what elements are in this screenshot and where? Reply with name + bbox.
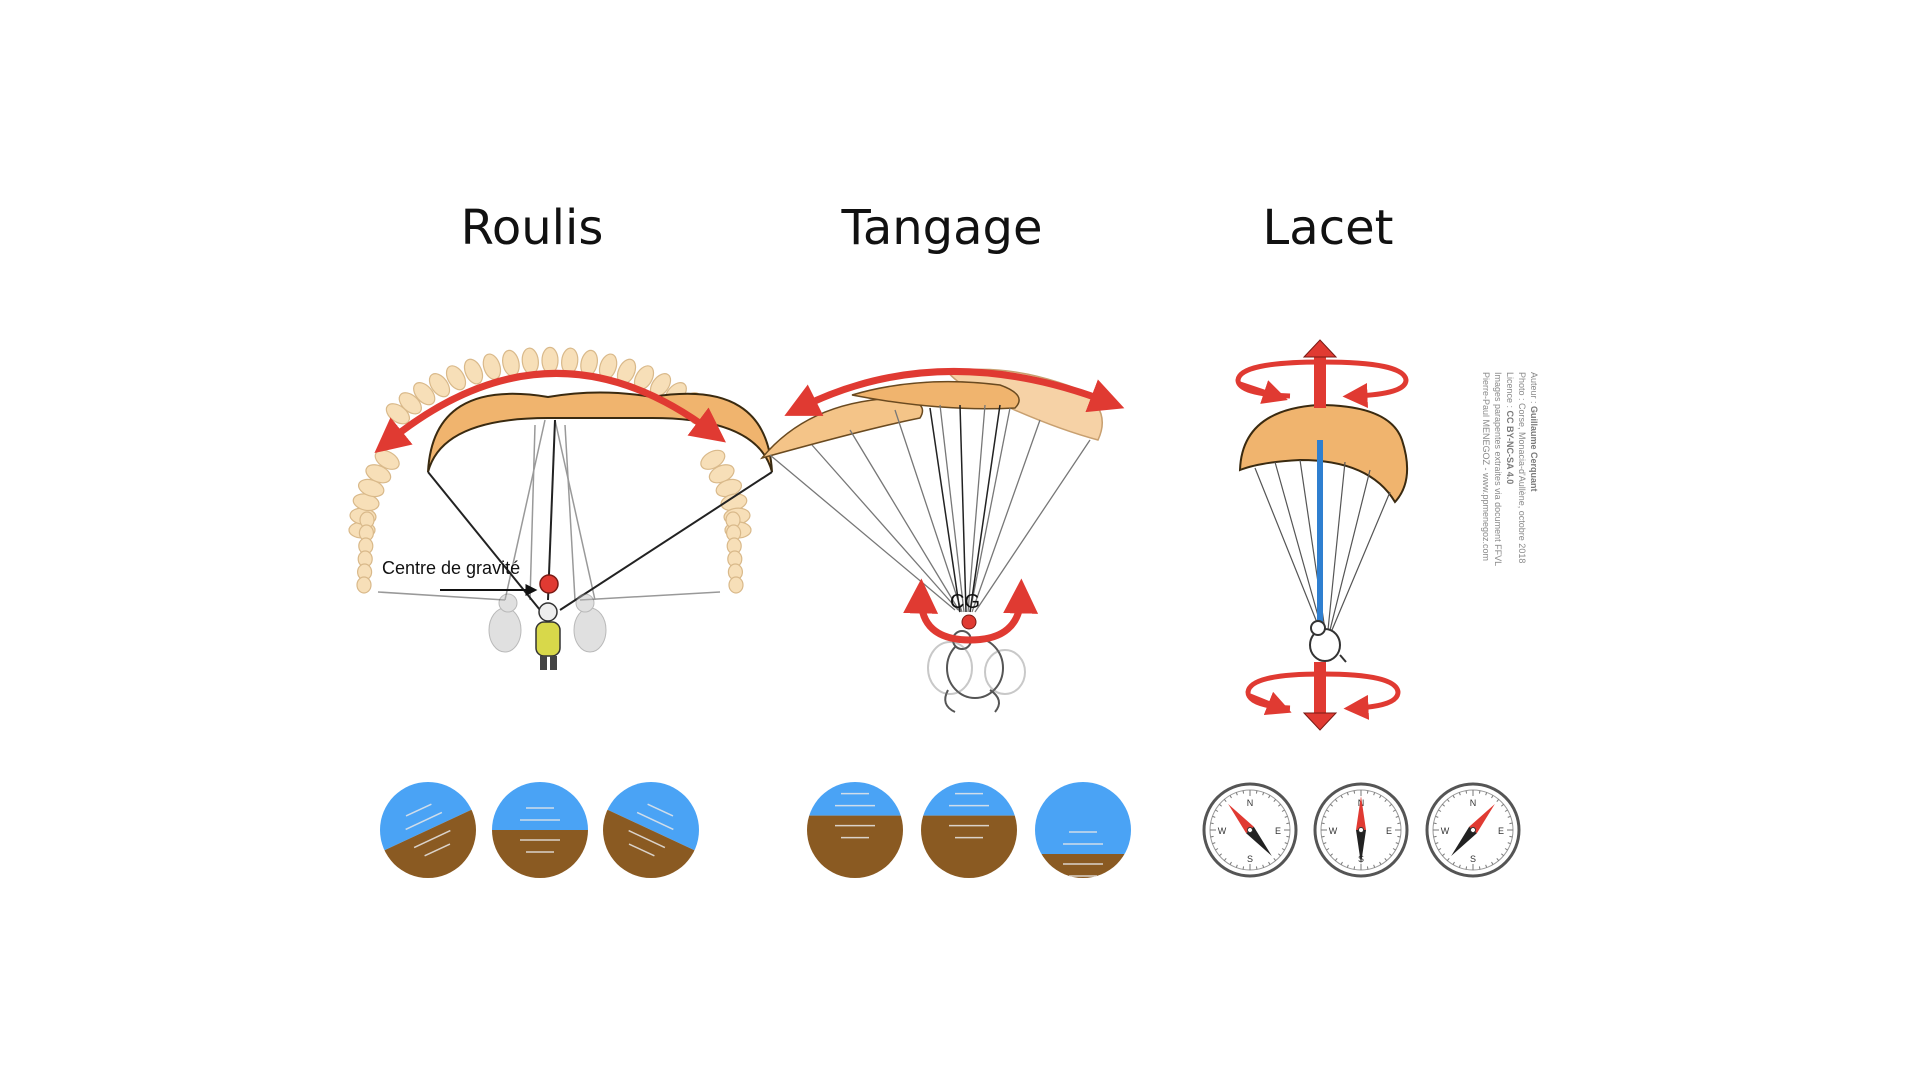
roll-lines: [377, 419, 721, 601]
yaw-axis-bottom: [1314, 662, 1326, 720]
pitch-ghost-pilot: [927, 641, 1026, 695]
credits-photo: Photo : Corse, Monacia-d'Aullène, octobr…: [1517, 372, 1527, 564]
credits-source: Pierre-Paul MENEGOZ - www.ppmenegoz.com: [1481, 372, 1491, 562]
roll-arrow: [374, 370, 726, 454]
roll-canopy-cell: [463, 358, 484, 385]
roll-illustration: Centre de gravité: [348, 346, 773, 670]
roll-canopy-cell: [365, 464, 392, 484]
roll-canopy-cell: [541, 346, 559, 374]
compass-letter-e: E: [1386, 826, 1392, 836]
compass-letter-w: W: [1218, 826, 1227, 836]
title-roll: Roulis: [460, 200, 604, 256]
ground: [603, 789, 699, 878]
pitch-lines-dark: [929, 404, 1001, 613]
yaw-axis-top: [1314, 350, 1326, 408]
roll-canopy-cell: [728, 576, 744, 594]
roll-canopy-cell: [428, 373, 451, 398]
yaw-wing: [1238, 403, 1409, 504]
sky: [921, 782, 1017, 816]
roll-lines-dark: [427, 419, 773, 611]
yaw-axis-top-arrowhead: [1302, 339, 1338, 358]
pitch-illustration: CG: [759, 367, 1125, 713]
roll-attitude-indicator: [380, 782, 476, 878]
compass-letter-n: N: [1247, 798, 1254, 808]
compass-letter-s: S: [1470, 854, 1476, 864]
pitch-arrow-bottom: [903, 578, 1039, 644]
roll-attitude-indicator: [603, 782, 699, 878]
yaw-axis-bottom-arrowhead: [1302, 712, 1338, 731]
credits: Auteur : Guillaume Cerquant Photo : Cors…: [1480, 372, 1540, 602]
compass-letter-e: E: [1498, 826, 1504, 836]
roll-ghost-pilot-left: [488, 593, 522, 653]
credits-author: Auteur : Guillaume Cerquant: [1529, 372, 1539, 492]
cg-label: Centre de gravité: [382, 558, 520, 578]
compass-letter-n: N: [1470, 798, 1477, 808]
pitch-cg-dot: [961, 614, 977, 630]
roll-canopy-cell: [356, 576, 372, 594]
ground: [380, 789, 476, 878]
yaw-pilot: [1309, 620, 1347, 663]
roll-center-of-gravity-dot: [539, 574, 559, 594]
title-pitch: Tangage: [841, 200, 1043, 256]
compass-letter-w: W: [1441, 826, 1450, 836]
roll-canopy-cells: [348, 346, 752, 594]
sky: [603, 782, 699, 871]
roll-canopy-cell: [445, 365, 467, 391]
compass-needle: [1228, 803, 1272, 857]
yaw-illustration: [1235, 339, 1409, 731]
sky: [380, 782, 476, 871]
pitch-cg-label: CG: [950, 591, 980, 613]
compass-letter-w: W: [1329, 826, 1338, 836]
ground: [1035, 854, 1131, 878]
roll-canopy-cell: [413, 382, 436, 406]
title-yaw: Lacet: [1262, 200, 1394, 256]
compass-needle: [1451, 803, 1495, 857]
compasses: NESWNESWNESW: [1202, 782, 1521, 878]
compass-needle: [1356, 796, 1366, 864]
roll-ghost-pilot-right: [573, 593, 607, 653]
pitch-arrow-top: [784, 367, 1125, 416]
compass: N E S W: [1425, 782, 1521, 878]
roll-pilot: [535, 602, 561, 670]
compass: N E S W: [1202, 782, 1298, 878]
sky: [807, 782, 903, 816]
credits-license: Licence : CC BY-NC-SA 4.0: [1505, 372, 1515, 485]
credits-images: Images parapentes extraites via document…: [1493, 372, 1503, 567]
compass-letter-s: S: [1247, 854, 1253, 864]
roll-canopy-cell: [482, 353, 502, 380]
roll-canopy-cell: [502, 349, 520, 377]
compass-letter-e: E: [1275, 826, 1281, 836]
pitch-wing-back: [759, 397, 924, 460]
attitude-indicators: [380, 782, 1131, 878]
